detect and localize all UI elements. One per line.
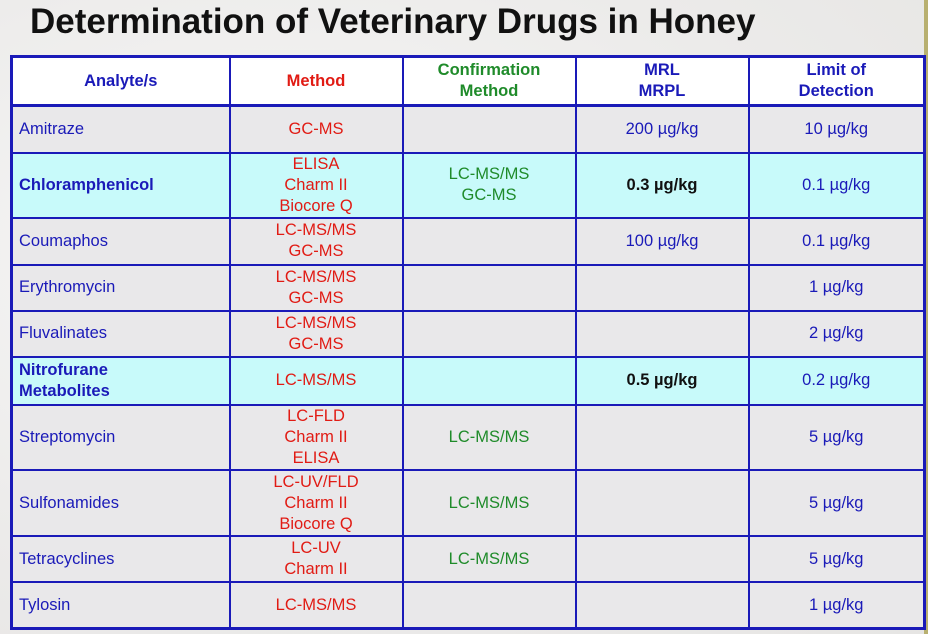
mrl-cell: 200 µg/kg bbox=[574, 104, 750, 154]
lod-cell: 5 µg/kg bbox=[747, 535, 926, 584]
confirmation-cell: LC-MS/MS bbox=[401, 469, 577, 538]
slide-edge-line bbox=[924, 0, 928, 634]
column-header-mrl: MRL MRPL bbox=[574, 55, 750, 107]
mrl-header-line1: MRL bbox=[644, 61, 680, 79]
analyte-cell: Tylosin bbox=[10, 581, 231, 630]
method-cell: LC-MS/MS GC-MS bbox=[228, 309, 404, 358]
mrl-cell bbox=[574, 403, 750, 472]
method-cell: LC-MS/MS GC-MS bbox=[228, 263, 404, 312]
analyte-cell: Fluvalinates bbox=[10, 309, 231, 358]
table-row: Fluvalinates LC-MS/MS GC-MS 2 µg/kg bbox=[10, 309, 926, 358]
mrl-header-line2: MRPL bbox=[638, 82, 686, 100]
table-row: Tetracyclines LC-UV Charm II LC-MS/MS 5 … bbox=[10, 535, 926, 584]
lod-cell: 10 µg/kg bbox=[747, 104, 926, 154]
lod-header-line2: Detection bbox=[798, 82, 874, 100]
lod-cell: 0.1 µg/kg bbox=[747, 151, 926, 219]
veterinary-drugs-table: Analyte/s Method Confirmation Method MRL… bbox=[10, 55, 926, 630]
mrl-cell bbox=[574, 309, 750, 358]
method-cell: ELISA Charm II Biocore Q bbox=[228, 151, 404, 219]
analyte-cell: Coumaphos bbox=[10, 216, 231, 266]
mrl-cell: 100 µg/kg bbox=[574, 216, 750, 266]
analyte-cell: Tetracyclines bbox=[10, 535, 231, 584]
analyte-cell: Amitraze bbox=[10, 104, 231, 154]
confirmation-cell bbox=[401, 263, 577, 312]
confirmation-cell bbox=[401, 309, 577, 358]
table-row: Sulfonamides LC-UV/FLD Charm II Biocore … bbox=[10, 469, 926, 538]
table-row: Tylosin LC-MS/MS 1 µg/kg bbox=[10, 581, 926, 630]
page-title: Determination of Veterinary Drugs in Hon… bbox=[30, 2, 756, 41]
method-cell: LC-MS/MS bbox=[228, 581, 404, 630]
analyte-cell: Sulfonamides bbox=[10, 469, 231, 538]
analyte-cell: Streptomycin bbox=[10, 403, 231, 472]
column-header-confirmation: Confirmation Method bbox=[401, 55, 577, 107]
lod-cell: 1 µg/kg bbox=[747, 581, 926, 630]
table-row: Coumaphos LC-MS/MS GC-MS 100 µg/kg 0.1 µ… bbox=[10, 216, 926, 266]
table-header-row: Analyte/s Method Confirmation Method MRL… bbox=[10, 55, 926, 107]
column-header-analyte: Analyte/s bbox=[10, 55, 231, 107]
mrl-cell: 0.5 µg/kg bbox=[574, 355, 750, 407]
lod-cell: 2 µg/kg bbox=[747, 309, 926, 358]
table-row: Erythromycin LC-MS/MS GC-MS 1 µg/kg bbox=[10, 263, 926, 312]
method-cell: GC-MS bbox=[228, 104, 404, 154]
analyte-header-label: Analyte/s bbox=[84, 71, 158, 90]
analyte-cell: Nitrofurane Metabolites bbox=[10, 355, 231, 407]
lod-cell: 0.1 µg/kg bbox=[747, 216, 926, 266]
method-cell: LC-UV Charm II bbox=[228, 535, 404, 584]
confirmation-cell: LC-MS/MS bbox=[401, 403, 577, 472]
mrl-cell bbox=[574, 469, 750, 538]
method-cell: LC-FLD Charm II ELISA bbox=[228, 403, 404, 472]
table-row: Nitrofurane Metabolites LC-MS/MS 0.5 µg/… bbox=[10, 355, 926, 407]
mrl-cell bbox=[574, 581, 750, 630]
method-cell: LC-MS/MS GC-MS bbox=[228, 216, 404, 266]
method-header-label: Method bbox=[286, 71, 346, 90]
confirmation-cell bbox=[401, 581, 577, 630]
lod-header-line1: Limit of bbox=[806, 61, 867, 79]
lod-cell: 5 µg/kg bbox=[747, 469, 926, 538]
column-header-method: Method bbox=[228, 55, 404, 107]
confirmation-cell: LC-MS/MS GC-MS bbox=[401, 151, 577, 219]
confirmation-cell: LC-MS/MS bbox=[401, 535, 577, 584]
method-cell: LC-MS/MS bbox=[228, 355, 404, 407]
mrl-cell bbox=[574, 263, 750, 312]
confirmation-header-line2: Method bbox=[459, 82, 519, 100]
analyte-cell: Erythromycin bbox=[10, 263, 231, 312]
method-cell: LC-UV/FLD Charm II Biocore Q bbox=[228, 469, 404, 538]
mrl-cell bbox=[574, 535, 750, 584]
mrl-cell: 0.3 µg/kg bbox=[574, 151, 750, 219]
confirmation-header-line1: Confirmation bbox=[437, 61, 541, 79]
analyte-cell: Chloramphenicol bbox=[10, 151, 231, 219]
table-row: Streptomycin LC-FLD Charm II ELISA LC-MS… bbox=[10, 403, 926, 472]
confirmation-cell bbox=[401, 355, 577, 407]
confirmation-cell bbox=[401, 216, 577, 266]
confirmation-cell bbox=[401, 104, 577, 154]
table-row: Amitraze GC-MS 200 µg/kg 10 µg/kg bbox=[10, 104, 926, 154]
lod-cell: 5 µg/kg bbox=[747, 403, 926, 472]
lod-cell: 0.2 µg/kg bbox=[747, 355, 926, 407]
column-header-lod: Limit of Detection bbox=[747, 55, 926, 107]
lod-cell: 1 µg/kg bbox=[747, 263, 926, 312]
table-row: Chloramphenicol ELISA Charm II Biocore Q… bbox=[10, 151, 926, 219]
